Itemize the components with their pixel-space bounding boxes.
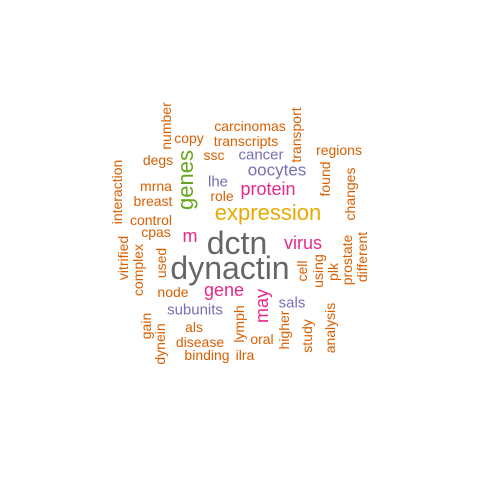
word-subunits: subunits [167, 301, 223, 319]
word-m: m [182, 226, 198, 246]
word-cpas: cpas [141, 224, 171, 240]
word-used: used [153, 247, 169, 279]
word-carcinomas: carcinomas [214, 118, 286, 134]
word-expression: expression [214, 200, 322, 225]
word-number: number [158, 102, 174, 150]
word-analysis: analysis [322, 302, 338, 354]
word-role: role [210, 188, 234, 204]
word-oocytes: oocytes [247, 160, 307, 180]
word-changes: changes [342, 167, 358, 221]
word-regions: regions [316, 142, 362, 158]
word-ilra: ilra [235, 347, 255, 363]
word-node: node [157, 284, 189, 300]
word-virus: virus [283, 233, 323, 253]
word-degs: degs [142, 152, 174, 168]
word-found: found [317, 161, 333, 197]
word-transport: transport [288, 107, 304, 163]
word-lhe: lhe [207, 173, 229, 191]
word-genes: genes [173, 150, 198, 210]
word-binding: binding [184, 347, 230, 363]
word-ssc: ssc [203, 147, 225, 163]
word-gene: gene [203, 280, 245, 300]
word-protein: protein [240, 179, 296, 199]
word-using: using [310, 254, 326, 288]
word-breast: breast [133, 193, 173, 209]
word-oral: oral [250, 331, 274, 347]
word-study: study [299, 319, 315, 353]
word-different: different [354, 231, 370, 283]
word-als: als [185, 319, 203, 335]
word-gain: gain [138, 312, 154, 340]
word-mrna: mrna [140, 178, 172, 194]
word-control: control [129, 212, 173, 228]
word-prostate: prostate [339, 234, 355, 286]
word-may: may [252, 288, 272, 324]
word-dctn: dctn [206, 225, 268, 261]
word-vitrified: vitrified [115, 235, 131, 281]
word-cell: cell [294, 260, 310, 282]
word-interaction: interaction [109, 159, 125, 225]
word-transcripts: transcripts [213, 133, 279, 149]
word-complex: complex [130, 243, 146, 297]
word-dynein: dynein [152, 323, 168, 365]
word-dynactin: dynactin [170, 250, 290, 286]
word-sals: sals [278, 294, 306, 312]
word-plk: plk [325, 263, 341, 281]
word-disease: disease [175, 334, 225, 350]
word-lymph: lymph [231, 305, 247, 343]
word-cancer: cancer [238, 146, 284, 164]
word-copy: copy [174, 130, 204, 146]
word-higher: higher [276, 310, 292, 350]
